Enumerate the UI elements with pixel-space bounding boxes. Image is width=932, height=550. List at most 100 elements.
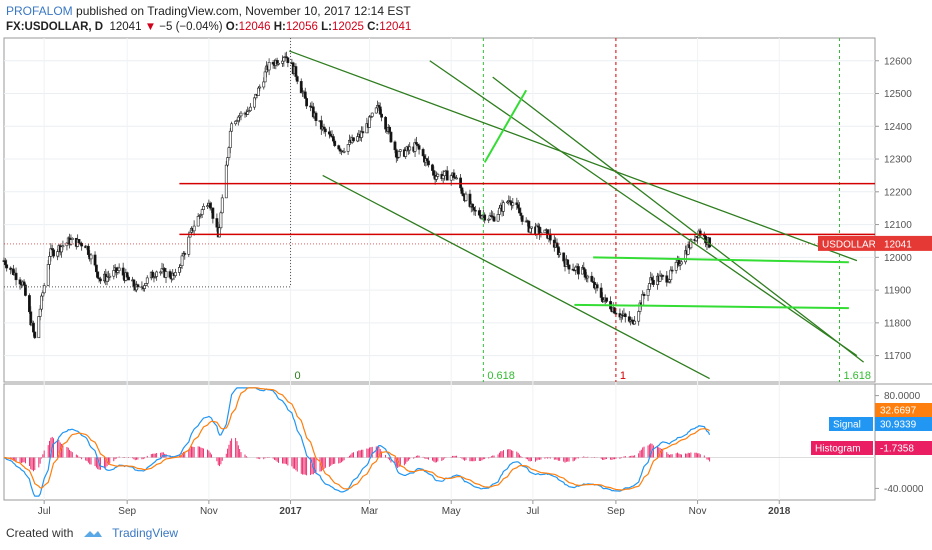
candle-body — [211, 207, 215, 219]
candle-body — [530, 226, 533, 229]
candle-body — [94, 264, 98, 273]
macd-value-text: 32.6697 — [880, 406, 917, 417]
candle-body — [502, 202, 505, 212]
tradingview-link[interactable]: TradingView — [112, 526, 179, 540]
candle-body — [461, 193, 465, 197]
price-tick-label: 12100 — [884, 220, 912, 231]
candle-body — [595, 284, 599, 289]
candle-body — [37, 316, 41, 339]
candle-body — [665, 275, 669, 283]
candle-body — [404, 150, 408, 157]
candle-body — [519, 212, 523, 216]
price-tick-label: 11800 — [884, 318, 912, 329]
candle-body — [5, 264, 9, 269]
candle-body — [32, 322, 35, 333]
symbol-name-badge — [818, 235, 875, 251]
candle-body — [558, 252, 562, 256]
candle-body — [208, 202, 212, 209]
candle-body — [42, 285, 46, 294]
candle-body — [473, 209, 477, 212]
candle-body — [258, 86, 262, 89]
time-tick-label: Jul — [526, 506, 539, 517]
fib-time-label: 1.618 — [844, 370, 872, 382]
candle-body — [263, 71, 267, 83]
histogram-name-text: Histogram — [815, 444, 861, 455]
candle-body — [127, 276, 130, 281]
candle-body — [511, 202, 515, 206]
candle-body — [586, 275, 590, 279]
candle-body — [661, 275, 665, 277]
candle-body — [93, 254, 97, 266]
candle-body — [282, 57, 286, 62]
candle-body — [323, 128, 327, 133]
candle-body — [248, 106, 252, 111]
candle-body — [262, 81, 266, 88]
candle-body — [200, 209, 204, 215]
candle-body — [14, 272, 18, 281]
time-tick-label: Nov — [200, 506, 218, 517]
candle-body — [445, 170, 449, 181]
candle-body — [441, 175, 445, 179]
created-with-label: Created with — [6, 526, 74, 540]
publish-info: published on TradingView.com, November 1… — [76, 4, 411, 18]
candle-body — [460, 187, 464, 194]
candle-body — [112, 270, 116, 277]
candle-body — [633, 320, 637, 325]
candle-body — [698, 230, 702, 236]
price-tick-label: 12300 — [884, 155, 912, 166]
time-tick-label: 2018 — [768, 506, 791, 517]
candle-body — [613, 307, 616, 314]
candle-body — [599, 287, 603, 298]
candle-body — [89, 254, 93, 260]
macd-tick-label: 80.0000 — [884, 391, 921, 402]
candle-body — [449, 175, 453, 181]
candle-body — [295, 76, 299, 82]
candle-body — [452, 172, 456, 178]
candle-body — [3, 260, 7, 266]
candle-body — [65, 242, 69, 247]
candle-body — [435, 176, 438, 180]
candle-body — [56, 251, 59, 257]
candle-body — [388, 126, 392, 133]
candle-body — [41, 292, 45, 297]
candle-body — [432, 170, 436, 176]
candle-body — [151, 271, 155, 278]
candle-body — [196, 216, 200, 227]
candle-body — [668, 279, 671, 283]
candle-body — [281, 60, 284, 64]
candle-body — [108, 275, 112, 278]
low-label: L: — [321, 21, 332, 33]
candle-body — [471, 203, 475, 208]
author-link[interactable]: PROFALOM — [6, 4, 73, 18]
candle-body — [48, 256, 51, 265]
macd-value-badge — [875, 403, 932, 417]
price-tick-label: 12600 — [884, 56, 912, 67]
candle-body — [178, 267, 181, 273]
candle-body — [483, 214, 487, 221]
candle-body — [356, 136, 359, 142]
candle-body — [236, 116, 240, 122]
candle-body — [567, 264, 571, 270]
last-price-badge — [875, 235, 932, 251]
high-value: 12056 — [285, 21, 318, 33]
candle-body — [61, 245, 65, 248]
candle-body — [224, 164, 228, 199]
candle-body — [121, 267, 125, 276]
candle-body — [24, 284, 27, 296]
candle-body — [518, 207, 521, 214]
candle-body — [230, 123, 234, 132]
close-label: C: — [367, 21, 380, 33]
symbol-label[interactable]: FX:USDOLLAR, D — [6, 21, 104, 33]
time-tick-label: Sep — [607, 506, 625, 517]
candle-body — [329, 133, 333, 137]
candle-body — [492, 216, 496, 222]
candle-body — [294, 66, 298, 77]
candle-body — [408, 146, 412, 151]
candle-body — [183, 253, 187, 255]
candle-body — [384, 116, 388, 130]
candle-body — [192, 225, 196, 232]
candle-body — [314, 112, 318, 121]
candle-body — [132, 279, 136, 288]
candle-body — [38, 308, 42, 317]
